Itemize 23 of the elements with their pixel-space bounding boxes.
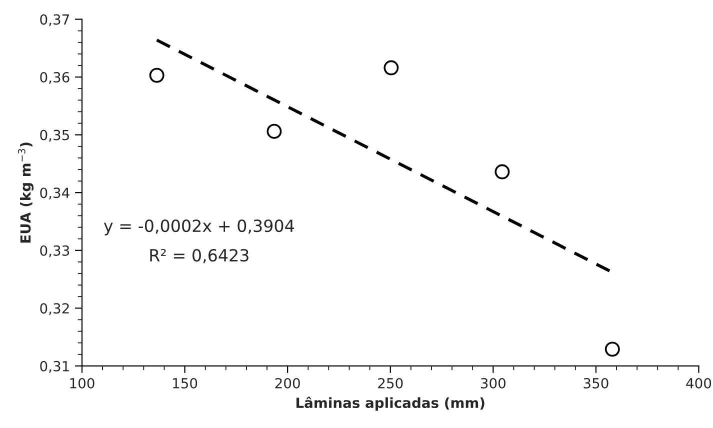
x-tick-label: 200 bbox=[275, 378, 300, 388]
point bbox=[149, 68, 164, 83]
point bbox=[604, 342, 620, 357]
annotation: y = -0,0002x + 0,3904 bbox=[104, 219, 294, 236]
x-tick-label: 150 bbox=[173, 378, 198, 388]
point bbox=[384, 60, 399, 76]
point bbox=[266, 124, 282, 139]
annotation: R² = 0,6423 bbox=[150, 248, 248, 264]
y-tick-label: 0,34 bbox=[40, 188, 70, 200]
y-axis-title: EUA (kg m$^{−3}$) bbox=[18, 142, 34, 243]
x-tick-label: 400 bbox=[686, 378, 712, 388]
x-tick-label: 100 bbox=[70, 378, 94, 388]
point bbox=[494, 164, 510, 180]
y-tick-label: 0,35 bbox=[40, 130, 69, 142]
y-tick-label: 0,33 bbox=[40, 245, 70, 258]
y-tick-label: 0,37 bbox=[40, 14, 70, 26]
x-axis-title: Lâminas aplicadas (mm) bbox=[296, 396, 484, 411]
y-tick-label: 0,36 bbox=[40, 72, 70, 84]
x-tick-label: 250 bbox=[378, 378, 403, 388]
y-tick-label: 0,32 bbox=[40, 303, 69, 316]
y-tick-label: 0,31 bbox=[40, 360, 69, 373]
x-tick-label: 350 bbox=[584, 378, 608, 388]
x-tick-label: 300 bbox=[480, 378, 506, 388]
